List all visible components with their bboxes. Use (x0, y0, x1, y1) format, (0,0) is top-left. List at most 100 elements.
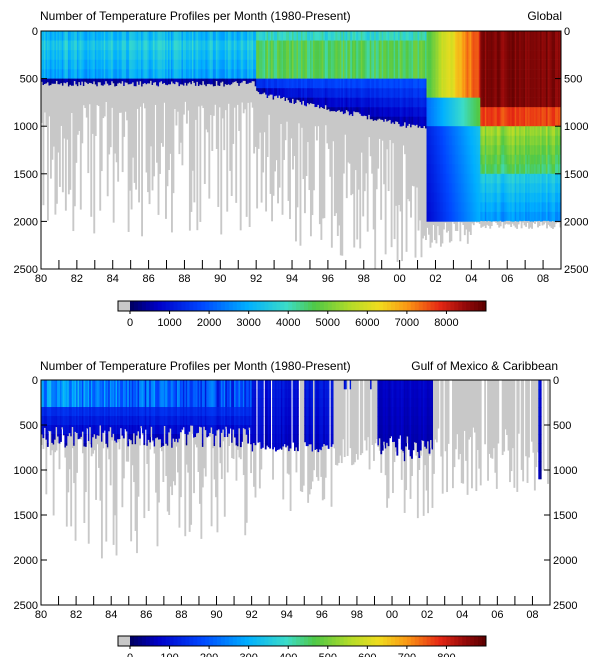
heatmap-cell (442, 183, 445, 194)
heatmap-cell (498, 145, 501, 156)
heatmap-cell (171, 50, 173, 60)
heatmap-cell (118, 69, 121, 79)
heatmap-cell (372, 97, 375, 108)
no-data-bar (166, 445, 169, 512)
heatmap-cell (513, 59, 516, 70)
heatmap-cell (117, 50, 120, 60)
no-data-bar (211, 84, 214, 151)
heatmap-cell (250, 78, 253, 83)
heatmap-cell (143, 398, 146, 408)
heatmap-cell (433, 88, 436, 98)
heatmap-cell (129, 50, 132, 60)
heatmap-cell (410, 50, 412, 60)
heatmap-cell (318, 40, 321, 51)
heatmap-cell (112, 59, 115, 70)
heatmap-cell (466, 164, 469, 175)
heatmap-cell (550, 59, 553, 70)
heatmap-cell (84, 416, 87, 426)
heatmap-cell (387, 69, 390, 79)
heatmap-cell (93, 425, 96, 435)
no-data-bar (102, 85, 105, 119)
heatmap-cell (269, 59, 272, 70)
heatmap-cell (326, 88, 329, 98)
heatmap-cell (529, 211, 532, 222)
heatmap-cell (537, 202, 539, 213)
no-data-bar (480, 220, 483, 228)
heatmap-cell (175, 50, 178, 60)
heatmap-cell (324, 78, 327, 89)
heatmap-cell (46, 434, 49, 444)
heatmap-cell (549, 183, 551, 194)
heatmap-cell (124, 50, 127, 60)
no-data-bar (286, 97, 288, 122)
heatmap-cell (534, 69, 536, 79)
heatmap-cell (492, 192, 495, 203)
heatmap-cell (393, 88, 396, 98)
heatmap-cell (450, 59, 453, 70)
heatmap-cell (70, 407, 73, 417)
heatmap-cell (357, 78, 360, 89)
heatmap-cell (401, 31, 403, 41)
heatmap-cell (217, 59, 220, 70)
heatmap-cell (60, 59, 63, 70)
heatmap-cell (480, 116, 483, 127)
heatmap-cell (54, 50, 57, 60)
heatmap-cell (552, 192, 554, 203)
colorbar-segment (149, 301, 155, 311)
heatmap-cell (502, 31, 505, 41)
heatmap-cell (534, 211, 536, 221)
heatmap-cell (478, 126, 481, 137)
heatmap-cell (105, 443, 108, 444)
heatmap-cell (49, 398, 52, 408)
heatmap-cell (45, 78, 48, 84)
heatmap-cell (531, 164, 533, 175)
heatmap-cell (100, 50, 103, 60)
no-data-bar (254, 85, 257, 147)
heatmap-cell (549, 173, 551, 184)
heatmap-cell (85, 78, 88, 83)
heatmap-cell (372, 88, 375, 98)
no-data-bar (64, 447, 67, 458)
heatmap-cell (106, 50, 109, 60)
heatmap-cell (537, 211, 539, 222)
colorbar-segment (470, 301, 475, 311)
heatmap-cell (492, 107, 495, 117)
heatmap-cell (58, 380, 61, 390)
heatmap-cell (520, 173, 523, 184)
heatmap-cell (254, 50, 257, 60)
heatmap-cell (84, 425, 87, 435)
heatmap-cell (114, 380, 116, 390)
colorbar-segment (371, 301, 376, 311)
heatmap-cell (386, 69, 389, 79)
heatmap-cell (206, 78, 209, 85)
heatmap-cell (550, 126, 553, 137)
heatmap-cell (480, 173, 483, 184)
heatmap-cell (411, 88, 414, 98)
heatmap-cell (147, 380, 150, 390)
heatmap-cell (466, 183, 469, 194)
heatmap-cell (330, 59, 333, 70)
heatmap-cell (157, 69, 160, 79)
no-data-bar (259, 93, 262, 133)
heatmap-cell (517, 135, 520, 146)
heatmap-cell (523, 78, 526, 89)
heatmap-cell (492, 116, 495, 127)
heatmap-cell (153, 416, 156, 426)
heatmap-cell (525, 116, 528, 127)
heatmap-cell (478, 97, 481, 108)
heatmap-cell (45, 69, 48, 79)
no-data-bar (99, 425, 102, 501)
heatmap-cell (301, 69, 303, 79)
colorbar-segment (256, 301, 262, 311)
heatmap-cell (436, 145, 439, 156)
heatmap-cell (432, 164, 435, 175)
no-data-bar (91, 83, 94, 134)
no-data-bar (146, 445, 149, 464)
heatmap-cell (109, 59, 112, 70)
heatmap-cell (335, 59, 338, 70)
heatmap-cell (438, 211, 441, 222)
heatmap-cell (90, 389, 93, 399)
no-data-bar (226, 84, 229, 212)
heatmap-cell (114, 69, 117, 79)
